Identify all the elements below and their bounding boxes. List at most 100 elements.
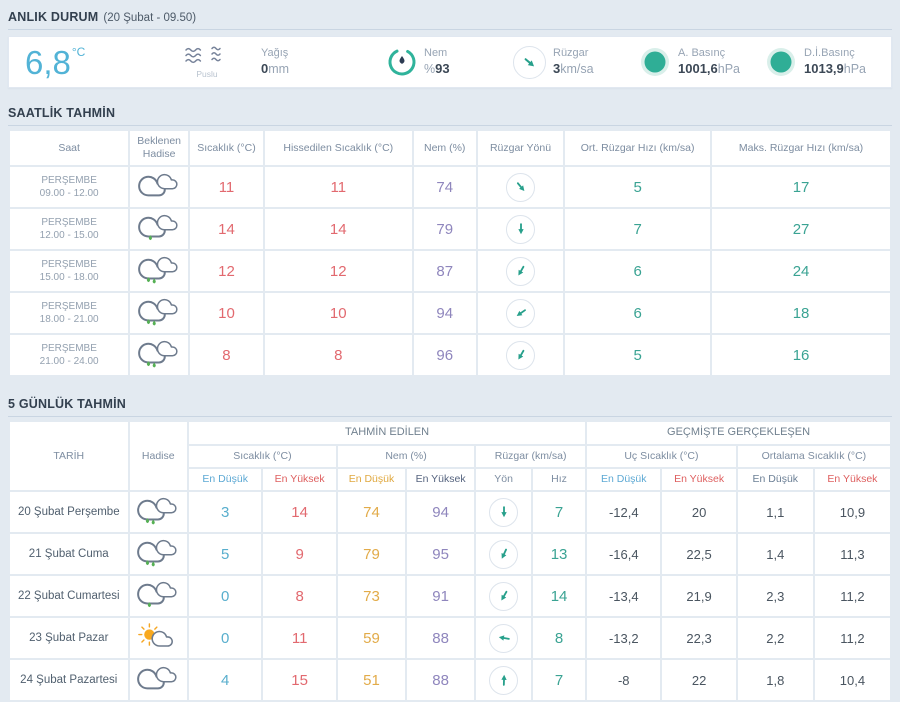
humidity-gauge-icon [387,47,417,77]
daily-temp-min-cell: 4 [189,660,261,700]
wind-direction-icon [489,498,518,527]
current-condition: Puslu [153,45,261,79]
condition-label: Puslu [196,69,217,79]
daily-hum-min-cell: 51 [338,660,405,700]
hourly-feels-cell: 11 [265,167,412,207]
cloudy-icon [137,170,181,199]
daily-section-header: 5 GÜNLÜK TAHMİN [8,391,892,417]
daily-avg-max-cell: 11,2 [815,618,890,658]
col-header-temp: Sıcaklık (°C) [190,131,263,165]
wind-direction-icon [506,257,535,286]
daily-row: 22 Şubat Cumartesi 0 8 73 91 14 -13,4 21… [10,576,890,616]
col-header-wind-max: Maks. Rüzgar Hızı (km/sa) [712,131,890,165]
col-header-event: Hadise [130,422,187,490]
wind-unit: km/sa [560,62,593,76]
subcol-ext-highest: En Yüksek [662,469,735,490]
hourly-wind-max-cell: 16 [712,335,890,375]
daily-avg-max-cell: 11,2 [815,576,890,616]
sea-pressure-value: 1013,9 [804,61,844,76]
daily-ext-min-cell: -13,4 [587,576,660,616]
wind-direction-icon [489,540,518,569]
subcol-temp-highest: En Yüksek [263,469,335,490]
daily-ext-max-cell: 20 [662,492,735,532]
col-header-humidity: Nem (%) [338,446,474,467]
daily-avg-min-cell: 1,8 [738,660,813,700]
pressure-unit: hPa [718,62,740,76]
daily-avg-min-cell: 1,4 [738,534,813,574]
hourly-feels-cell: 14 [265,209,412,249]
hourly-wind-dir-cell [478,167,563,207]
rain-icon [137,337,181,368]
rain-icon [137,295,181,326]
daily-wind-speed-cell: 7 [533,660,585,700]
hourly-humidity-cell: 96 [414,335,476,375]
daily-ext-min-cell: -8 [587,660,660,700]
sea-pressure-icon [765,46,797,78]
wind-direction-icon [506,173,535,202]
daily-temp-min-cell: 3 [189,492,261,532]
wind-direction-icon [506,341,535,370]
daily-wind-dir-cell [476,534,531,574]
hourly-wind-max-cell: 18 [712,293,890,333]
daily-event-cell [130,492,187,532]
daily-temp-min-cell: 0 [189,618,261,658]
hourly-wind-max-cell: 27 [712,209,890,249]
cloudy-icon [136,663,180,692]
daily-event-cell [130,534,187,574]
daily-row: 20 Şubat Perşembe 3 14 74 94 7 -12,4 20 … [10,492,890,532]
subcol-wind-dir: Yön [476,469,531,490]
daily-temp-max-cell: 8 [263,576,335,616]
sea-pressure-unit: hPa [844,62,866,76]
daily-date-cell: 20 Şubat Perşembe [10,492,128,532]
col-header-wind: Rüzgar (km/sa) [476,446,585,467]
hourly-event-cell [130,209,188,249]
daily-date-cell: 24 Şubat Pazartesi [10,660,128,700]
daily-hum-min-cell: 73 [338,576,405,616]
col-header-wind-dir: Rüzgar Yönü [478,131,563,165]
col-header-time: Saat [10,131,128,165]
hourly-wind-avg-cell: 6 [565,251,710,291]
hourly-event-cell [130,335,188,375]
humidity-label: Nem [424,47,450,61]
group-header-forecast: TAHMİN EDİLEN [189,422,585,444]
daily-event-cell [130,576,187,616]
daily-ext-max-cell: 22,5 [662,534,735,574]
col-header-extreme-temp: Uç Sıcaklık (°C) [587,446,736,467]
precip-unit: mm [268,62,289,76]
light-rain-icon [136,578,180,609]
daily-wind-speed-cell: 14 [533,576,585,616]
hourly-wind-avg-cell: 6 [565,293,710,333]
daily-wind-dir-cell [476,660,531,700]
col-header-temp: Sıcaklık (°C) [189,446,336,467]
current-pressure: A. Basınç 1001,6hPa [639,46,765,78]
hourly-wind-max-cell: 17 [712,167,890,207]
daily-temp-max-cell: 15 [263,660,335,700]
current-section-header: ANLIK DURUM (20 Şubat - 09.50) [8,4,892,30]
wind-direction-icon [489,666,518,695]
daily-date-cell: 22 Şubat Cumartesi [10,576,128,616]
daily-hum-max-cell: 88 [407,660,474,700]
daily-wind-dir-cell [476,618,531,658]
subcol-wind-speed: Hız [533,469,585,490]
temperature-value: 6,8 [25,44,71,81]
col-header-average-temp: Ortalama Sıcaklık (°C) [738,446,890,467]
rain-icon [137,253,181,284]
daily-hum-min-cell: 74 [338,492,405,532]
daily-date-cell: 21 Şubat Cuma [10,534,128,574]
daily-temp-max-cell: 11 [263,618,335,658]
hourly-humidity-cell: 79 [414,209,476,249]
daily-avg-min-cell: 2,3 [738,576,813,616]
subcol-ext-lowest: En Düşük [587,469,660,490]
rain-icon [136,494,180,525]
hourly-temp-cell: 11 [190,167,263,207]
daily-hum-min-cell: 59 [338,618,405,658]
current-wind: Rüzgar 3km/sa [513,46,639,79]
rain-icon [136,536,180,567]
current-precipitation: Yağış 0mm [261,47,387,77]
current-sea-level-pressure: D.İ.Basınç 1013,9hPa [765,46,891,78]
daily-avg-max-cell: 11,3 [815,534,890,574]
